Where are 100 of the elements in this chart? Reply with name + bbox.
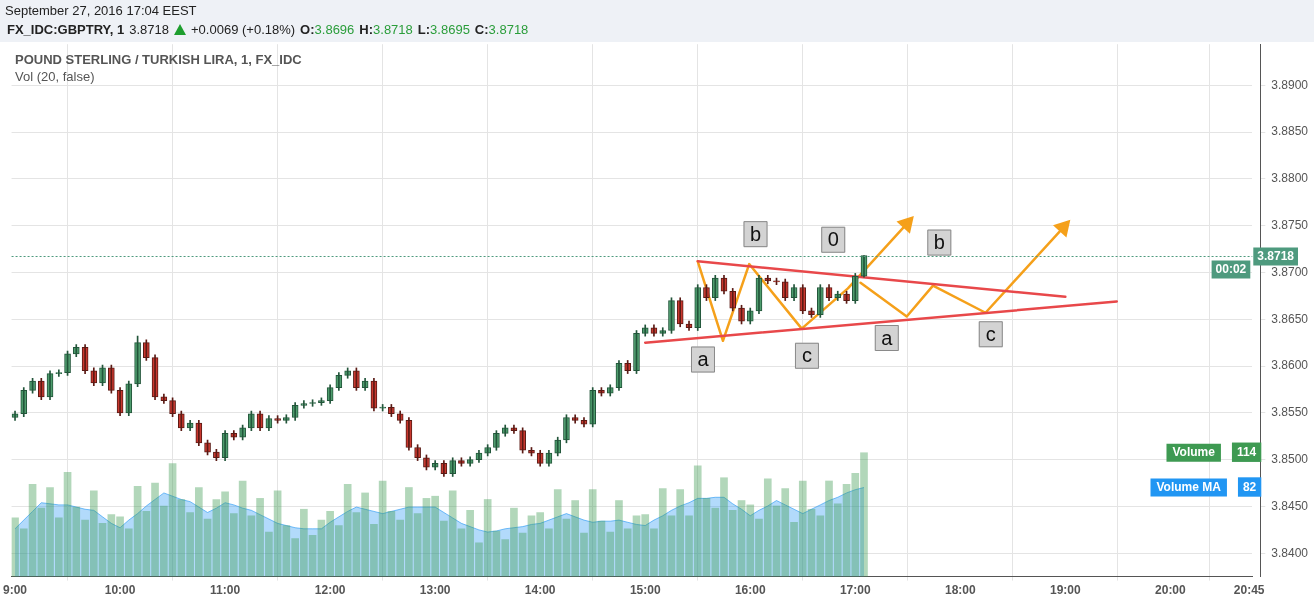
bar bbox=[247, 515, 256, 577]
bar bbox=[282, 525, 291, 577]
bar bbox=[781, 488, 790, 577]
bar bbox=[28, 483, 37, 577]
bar bbox=[203, 518, 212, 577]
bar bbox=[851, 473, 860, 577]
bar bbox=[291, 538, 299, 577]
text: Vol (20, false) bbox=[15, 69, 95, 84]
bar bbox=[475, 542, 483, 577]
bar bbox=[790, 521, 798, 577]
bar bbox=[580, 532, 588, 577]
bar bbox=[588, 489, 597, 577]
bar bbox=[142, 511, 151, 577]
text: H:3.8718 bbox=[359, 22, 413, 37]
bar bbox=[448, 490, 457, 577]
annotation: 0 bbox=[827, 228, 839, 251]
bar bbox=[755, 518, 763, 577]
bar bbox=[55, 517, 63, 577]
x-tick-label: 9:00 bbox=[3, 583, 28, 598]
bar bbox=[693, 465, 702, 577]
x-tick-label: 16:00 bbox=[734, 583, 766, 598]
y-tick-label: 3.8400 bbox=[1271, 545, 1309, 560]
bar bbox=[151, 482, 159, 577]
bar bbox=[650, 528, 658, 577]
bar bbox=[352, 512, 361, 577]
bar bbox=[545, 528, 553, 577]
bar bbox=[641, 514, 650, 577]
annotation: b bbox=[933, 231, 945, 254]
bar bbox=[623, 528, 632, 577]
text: C:3.8718 bbox=[474, 22, 529, 37]
bar bbox=[308, 534, 317, 577]
bar bbox=[440, 520, 448, 577]
bar bbox=[615, 500, 623, 577]
bar bbox=[378, 480, 387, 577]
bar bbox=[300, 508, 308, 577]
bar bbox=[798, 480, 807, 577]
legend-label: Volume MA bbox=[1156, 479, 1222, 494]
bar bbox=[370, 524, 378, 577]
bar bbox=[728, 509, 737, 577]
ref-line-label: 3.8718 bbox=[1257, 248, 1295, 263]
bar bbox=[256, 498, 264, 577]
bar bbox=[746, 504, 755, 577]
y-tick-label: 3.8650 bbox=[1271, 311, 1309, 326]
x-tick-label: 17:00 bbox=[839, 583, 871, 598]
bar bbox=[11, 517, 19, 577]
bar bbox=[124, 528, 133, 577]
x-tick-label: 13:00 bbox=[419, 583, 451, 598]
bar bbox=[720, 477, 728, 577]
bar bbox=[711, 507, 720, 577]
bar bbox=[405, 487, 413, 577]
y-tick-label: 3.8450 bbox=[1271, 498, 1309, 513]
bar bbox=[860, 452, 868, 577]
y2-tick-label: 114 bbox=[1236, 445, 1257, 460]
bar bbox=[833, 503, 842, 577]
bar bbox=[518, 532, 527, 577]
bar bbox=[229, 513, 238, 577]
bar bbox=[343, 483, 352, 577]
bar bbox=[536, 512, 545, 577]
x-tick-label: 20:00 bbox=[1155, 583, 1187, 598]
text: L:3.8695 bbox=[417, 22, 470, 37]
bar bbox=[37, 507, 46, 577]
bar bbox=[72, 506, 81, 577]
bar bbox=[527, 515, 536, 577]
bar bbox=[737, 500, 746, 577]
bar bbox=[265, 531, 273, 577]
y2-tick-label: 82 bbox=[1242, 479, 1257, 494]
y-tick-label: 3.8750 bbox=[1271, 218, 1309, 233]
text: FX_IDC:GBPTRY, 1 bbox=[7, 22, 125, 37]
bar bbox=[361, 492, 369, 577]
bar bbox=[597, 520, 606, 577]
bar bbox=[160, 505, 168, 577]
annotation: c bbox=[801, 344, 812, 367]
bar bbox=[772, 505, 781, 577]
bar bbox=[816, 515, 825, 577]
annotation: c bbox=[985, 322, 996, 345]
y-tick-label: 3.8700 bbox=[1271, 264, 1309, 279]
y-tick-label: 3.8800 bbox=[1271, 171, 1309, 186]
bar bbox=[562, 518, 571, 577]
bar bbox=[317, 519, 326, 577]
bar bbox=[825, 480, 833, 577]
bar bbox=[632, 515, 641, 577]
y-tick-label: 3.8550 bbox=[1271, 405, 1309, 420]
x-tick-label: 14:00 bbox=[524, 583, 556, 598]
bar bbox=[807, 508, 816, 577]
x-tick-label: 11:00 bbox=[210, 583, 241, 598]
bar bbox=[842, 483, 851, 577]
bar bbox=[667, 515, 676, 577]
bar bbox=[396, 519, 405, 577]
bar bbox=[273, 490, 282, 577]
bar bbox=[413, 513, 422, 577]
bar bbox=[571, 500, 579, 577]
legend-label: Volume bbox=[1172, 445, 1216, 460]
text: September 27, 2016 17:04 EEST bbox=[5, 3, 197, 18]
bar bbox=[387, 511, 396, 577]
bar bbox=[326, 511, 334, 577]
bar bbox=[483, 499, 492, 577]
bar bbox=[457, 528, 466, 577]
bar bbox=[676, 489, 685, 577]
x-tick-label: 20:45 bbox=[1233, 583, 1265, 598]
bar bbox=[763, 478, 772, 577]
